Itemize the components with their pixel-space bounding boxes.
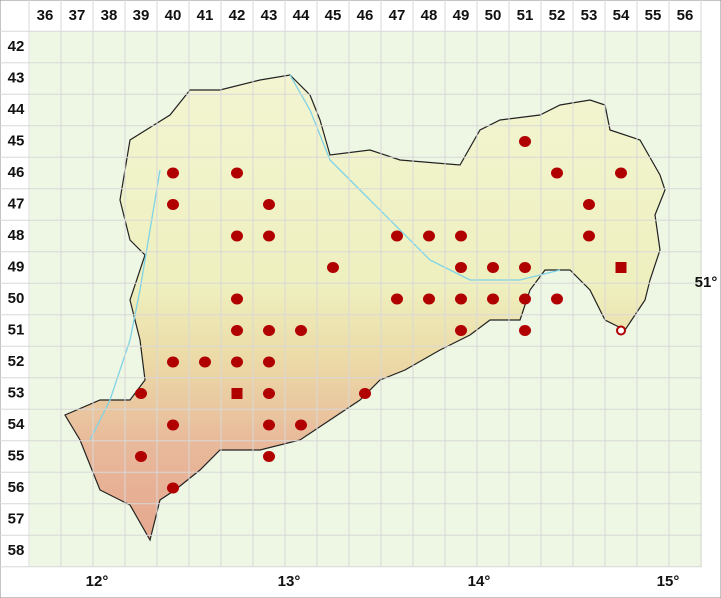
column-label: 54 xyxy=(613,7,630,24)
row-label: 48 xyxy=(8,227,25,244)
column-label: 42 xyxy=(229,7,246,24)
column-label: 55 xyxy=(645,7,662,24)
marker-dot xyxy=(519,262,531,273)
column-label: 45 xyxy=(325,7,342,24)
longitude-label: 15° xyxy=(657,573,680,590)
marker-dot xyxy=(327,262,339,273)
marker-dot xyxy=(519,293,531,305)
latitude-label: 51° xyxy=(695,274,718,291)
marker-dot xyxy=(167,419,179,431)
row-label: 43 xyxy=(8,69,25,86)
longitude-label: 13° xyxy=(278,573,301,590)
marker-dot xyxy=(455,230,467,242)
column-label: 53 xyxy=(581,7,598,24)
column-label: 39 xyxy=(133,7,150,24)
marker-dot xyxy=(167,199,179,210)
marker-dot xyxy=(295,419,307,431)
markers xyxy=(135,136,627,494)
marker-dot xyxy=(135,451,147,462)
row-label: 50 xyxy=(8,290,25,307)
row-label: 49 xyxy=(8,258,25,275)
marker-dot xyxy=(167,356,179,368)
row-label: 47 xyxy=(8,195,25,212)
marker-square xyxy=(615,262,627,273)
column-label: 47 xyxy=(389,7,406,24)
grid xyxy=(0,0,702,568)
marker-dot xyxy=(167,482,179,494)
labels: 36 37 38 39 40 41 42 43 44 45 46 47 48 49 50 51 52 53 54 55… xyxy=(8,7,718,590)
row-label: 46 xyxy=(8,164,25,181)
column-label: 44 xyxy=(293,7,310,24)
marker-dot xyxy=(231,230,243,242)
marker-dot xyxy=(359,388,371,399)
marker-dot xyxy=(263,451,275,462)
marker-square xyxy=(231,388,243,399)
marker-dot xyxy=(231,167,243,179)
marker-dot xyxy=(455,325,467,336)
marker-dot xyxy=(231,293,243,305)
marker-dot xyxy=(263,356,275,368)
marker-dot xyxy=(583,199,595,210)
marker-dot xyxy=(391,293,403,305)
column-label: 51 xyxy=(517,7,534,24)
marker-dot xyxy=(423,293,435,305)
column-label: 43 xyxy=(261,7,278,24)
row-label: 42 xyxy=(8,38,25,55)
marker-dot xyxy=(615,167,627,179)
column-label: 56 xyxy=(677,7,694,24)
longitude-label: 12° xyxy=(86,573,109,590)
row-label: 51 xyxy=(8,321,25,338)
marker-dot xyxy=(263,230,275,242)
column-label: 49 xyxy=(453,7,470,24)
marker-dot xyxy=(487,262,499,273)
marker-dot xyxy=(199,356,211,368)
marker-dot xyxy=(487,293,499,305)
marker-dot xyxy=(551,293,563,305)
region-outline xyxy=(64,74,666,542)
row-label: 55 xyxy=(8,447,25,464)
longitude-label: 14° xyxy=(468,573,491,590)
marker-open xyxy=(616,325,626,336)
marker-dot xyxy=(263,388,275,399)
column-label: 36 xyxy=(37,7,54,24)
column-label: 50 xyxy=(485,7,502,24)
row-label: 54 xyxy=(8,416,25,433)
marker-dot xyxy=(519,136,531,147)
marker-dot xyxy=(455,293,467,305)
marker-dot xyxy=(263,199,275,210)
marker-dot xyxy=(551,167,563,179)
row-label: 57 xyxy=(8,510,25,527)
column-label: 52 xyxy=(549,7,566,24)
marker-dot xyxy=(519,325,531,336)
marker-dot xyxy=(231,356,243,368)
row-label: 53 xyxy=(8,384,25,401)
marker-dot xyxy=(263,419,275,431)
marker-dot xyxy=(423,230,435,242)
marker-dot xyxy=(167,167,179,179)
marker-dot xyxy=(455,262,467,273)
row-label: 52 xyxy=(8,353,25,370)
row-label: 58 xyxy=(8,542,25,559)
marker-dot xyxy=(391,230,403,242)
column-label: 40 xyxy=(165,7,182,24)
row-label: 44 xyxy=(8,101,25,118)
marker-dot xyxy=(295,325,307,336)
column-label: 37 xyxy=(69,7,86,24)
row-label: 45 xyxy=(8,132,25,149)
marker-dot xyxy=(231,325,243,336)
marker-dot xyxy=(263,325,275,336)
marker-dot xyxy=(135,388,147,399)
marker-dot xyxy=(583,230,595,242)
column-label: 46 xyxy=(357,7,374,24)
row-label: 56 xyxy=(8,479,25,496)
column-label: 41 xyxy=(197,7,214,24)
column-label: 48 xyxy=(421,7,438,24)
column-label: 38 xyxy=(101,7,118,24)
